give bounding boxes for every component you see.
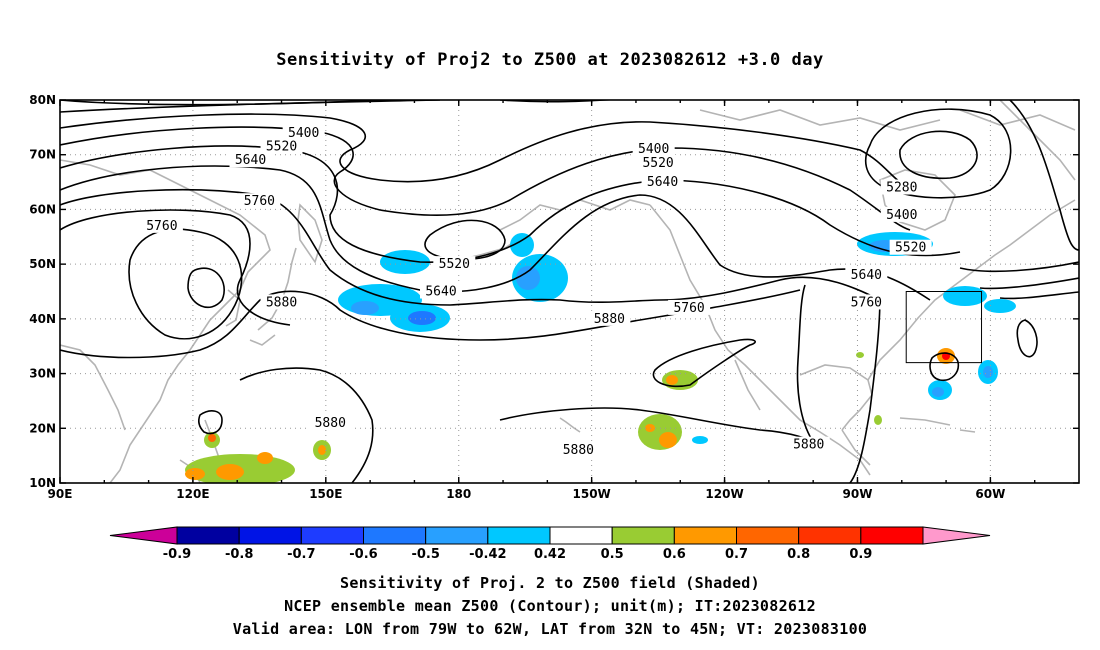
contour-label-bg — [641, 174, 684, 190]
contour-label-bg — [420, 283, 463, 299]
lat-label: 70N — [29, 148, 56, 162]
axis-ticks — [59, 99, 1079, 484]
contour-label-bg — [309, 414, 352, 430]
colorbar-triangle-left — [109, 526, 178, 545]
lat-label: 30N — [29, 367, 56, 381]
lon-label: 150E — [309, 487, 342, 501]
contour-label-bg — [845, 267, 888, 283]
sensitivity-shading — [185, 232, 1016, 483]
map-title: Sensitivity of Proj2 to Z500 at 20230826… — [276, 50, 824, 70]
contour-labels: 5400552056405760576058805880552056405400… — [140, 124, 932, 458]
contour-label-bg — [668, 299, 711, 315]
colorbar-labels: -0.9 -0.8 -0.7 -0.6 -0.5 -0.42 0.42 0.5 0.6 0.7 0.… — [163, 547, 873, 562]
colorbar-box — [300, 526, 365, 545]
colorbar-label: 0.8 — [787, 547, 810, 562]
contour-label-bg — [787, 436, 830, 452]
colorbar-box — [238, 526, 302, 545]
colorbar-box — [611, 526, 675, 545]
colorbar-label: 0.9 — [849, 547, 872, 562]
caption-line-1: Sensitivity of Proj. 2 to Z500 field (Sh… — [340, 574, 760, 592]
lat-label: 80N — [29, 93, 56, 107]
contour-label-bg — [880, 179, 923, 195]
contour-label-bg — [632, 141, 675, 157]
contour-label-bg — [557, 442, 600, 458]
caption-line-3: Valid area: LON from 79W to 62W, LAT fro… — [232, 620, 868, 638]
lat-label: 60N — [29, 202, 56, 216]
colorbar-label: -0.6 — [349, 547, 377, 562]
valid-area-box — [905, 291, 983, 364]
colorbar-label: -0.7 — [287, 547, 315, 562]
colorbar-box — [487, 526, 551, 545]
lon-label: 120E — [176, 487, 209, 501]
colorbar-box — [363, 526, 427, 545]
lon-label: 60W — [975, 487, 1005, 501]
lon-label: 120W — [705, 487, 743, 501]
lon-label: 90W — [843, 487, 873, 501]
contour-label-bg — [260, 294, 303, 310]
contour-label-bg — [229, 152, 272, 168]
colorbar-box — [798, 526, 862, 545]
colorbar-label: 0.42 — [534, 547, 566, 562]
contour-label-bg — [845, 294, 888, 310]
lat-label: 10N — [29, 476, 56, 490]
colorbar-label: -0.42 — [469, 547, 506, 562]
contour-label: 5640 — [235, 153, 266, 168]
lon-axis-labels: 90E 120E 150E 180 150W 120W 90W 60W — [48, 487, 1006, 501]
contour-label: 5760 — [244, 194, 275, 209]
contour-label-bg — [588, 310, 631, 326]
contour-label-bg — [433, 256, 476, 272]
colorbar-box — [425, 526, 489, 545]
colorbar-box — [736, 526, 800, 545]
colorbar-box — [673, 526, 737, 545]
contour-label: 5520 — [642, 156, 673, 171]
lon-label: 90E — [48, 487, 73, 501]
colorbar-label: -0.5 — [411, 547, 439, 562]
contour-label-bg — [282, 124, 325, 140]
colorbar-label: -0.8 — [225, 547, 253, 562]
caption-line-2: NCEP ensemble mean Z500 (Contour); unit(… — [284, 597, 816, 615]
colorbar — [109, 526, 991, 545]
contour-label: 5880 — [793, 438, 824, 453]
contour-label: 5880 — [315, 416, 346, 431]
colorbar-triangle-right — [922, 526, 991, 545]
contour-label: 5520 — [895, 241, 926, 256]
contour-label-bg — [260, 138, 303, 154]
contour-label: 5880 — [594, 312, 625, 327]
plot-frame — [59, 99, 1080, 484]
colorbar-label: 0.6 — [663, 547, 686, 562]
contour-label-bg — [140, 217, 183, 233]
lon-label: 150W — [573, 487, 611, 501]
contour-label-bg — [637, 154, 680, 170]
contour-label-bg — [889, 239, 932, 255]
colorbar-box — [860, 526, 924, 545]
contour-label: 5880 — [563, 443, 594, 458]
contour-label: 5640 — [647, 175, 678, 190]
contour-label: 5280 — [886, 181, 917, 196]
colorbar-box — [176, 526, 240, 545]
contour-label: 5520 — [266, 140, 297, 155]
contour-label: 5760 — [851, 295, 882, 310]
contour-label-bg — [880, 206, 923, 222]
lat-label: 50N — [29, 257, 56, 271]
lat-label: 20N — [29, 421, 56, 435]
contour-label: 5520 — [439, 257, 470, 272]
lon-label: 180 — [446, 487, 471, 501]
contour-label: 5400 — [638, 142, 669, 157]
contour-label: 5880 — [266, 295, 297, 310]
lat-axis-labels: 80N 70N 60N 50N 40N 30N 20N 10N — [29, 93, 56, 490]
colorbar-box — [549, 526, 613, 545]
colorbar-label: 0.7 — [725, 547, 748, 562]
contour-label-bg — [238, 193, 281, 209]
contour-label: 5640 — [425, 285, 456, 300]
contour-label: 5400 — [886, 208, 917, 223]
z500-contours — [60, 100, 1079, 483]
contour-label: 5760 — [673, 301, 704, 316]
contour-label: 5640 — [851, 268, 882, 283]
lat-label: 40N — [29, 312, 56, 326]
colorbar-label: 0.5 — [601, 547, 624, 562]
contour-label: 5400 — [288, 126, 319, 141]
colorbar-label: -0.9 — [163, 547, 191, 562]
contour-label: 5760 — [146, 219, 177, 234]
